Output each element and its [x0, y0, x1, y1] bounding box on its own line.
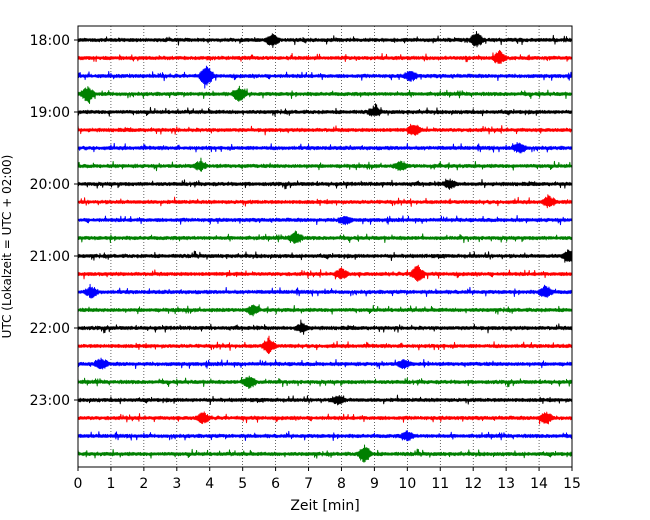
x-tick-label: 2: [139, 476, 148, 492]
trace-2245: [77, 375, 573, 389]
x-tick-label: 3: [172, 476, 181, 492]
trace-2345: [77, 444, 573, 463]
trace-1945: [77, 157, 573, 172]
trace-2000: [77, 178, 573, 190]
x-tick-label: 14: [530, 476, 548, 492]
trace-1830: [77, 65, 573, 89]
plot-frame: [77, 25, 573, 468]
y-tick-label: 18:00: [30, 33, 70, 49]
trace-2315: [77, 411, 573, 425]
trace-2300: [77, 394, 573, 406]
trace-1845: [77, 85, 573, 105]
trace-2115: [77, 264, 573, 282]
x-axis: 0 1 2 3 4 5 6 7 8 9 10 11 12 13 14 15: [74, 467, 581, 492]
y-axis-label: UTC (Lokalzeit = UTC + 02:00): [0, 155, 14, 339]
y-tick-label: 20:00: [30, 177, 70, 193]
x-tick-label: 10: [398, 476, 416, 492]
x-tick-label: 9: [370, 476, 379, 492]
trace-2230: [77, 357, 573, 370]
trace-2045: [77, 230, 573, 244]
trace-2100: [77, 249, 573, 263]
trace-2200: [77, 319, 573, 335]
x-tick-label: 12: [464, 476, 482, 492]
x-tick-label: 13: [497, 476, 515, 492]
trace-2015: [77, 194, 573, 209]
trace-1815: [77, 49, 573, 65]
trace-2030: [77, 215, 573, 226]
x-axis-label: Zeit [min]: [290, 498, 359, 514]
y-tick-label: 22:00: [30, 321, 70, 337]
x-tick-label: 8: [337, 476, 346, 492]
trace-1900: [77, 103, 573, 117]
x-tick-label: 0: [74, 476, 83, 492]
x-tick-label: 11: [431, 476, 449, 492]
x-tick-label: 1: [106, 476, 115, 492]
trace-2145: [77, 304, 573, 317]
trace-1800: [77, 30, 573, 48]
trace-group: [77, 30, 573, 463]
trace-2215: [77, 335, 573, 355]
x-tick-label: 7: [304, 476, 313, 492]
y-axis: 18:00 19:00 20:00 21:00 22:00 23:00: [30, 33, 78, 409]
x-tick-label: 5: [238, 476, 247, 492]
trace-1915: [77, 123, 573, 136]
y-tick-label: 23:00: [30, 393, 70, 409]
y-tick-label: 19:00: [30, 105, 70, 121]
trace-2130: [77, 283, 573, 299]
x-tick-label: 4: [205, 476, 214, 492]
trace-1930: [77, 142, 573, 154]
x-tick-label: 15: [563, 476, 581, 492]
x-tick-label: 6: [271, 476, 280, 492]
y-tick-label: 21:00: [30, 249, 70, 265]
trace-2330: [77, 430, 573, 442]
